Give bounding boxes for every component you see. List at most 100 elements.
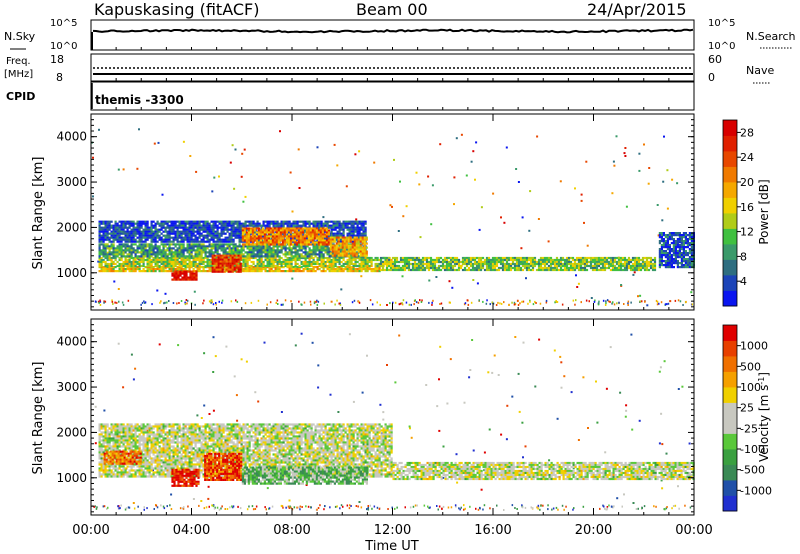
echo-cell xyxy=(565,268,569,272)
echo-cell xyxy=(315,241,318,244)
echo-cell xyxy=(309,237,312,240)
echo-cell xyxy=(335,252,338,255)
echo-cell xyxy=(517,266,521,270)
echo-cell xyxy=(160,226,163,229)
echo-cell xyxy=(313,233,316,236)
echo-cell xyxy=(290,258,293,262)
echo-cell xyxy=(184,238,187,241)
echo-cell xyxy=(393,264,397,268)
echo-cell xyxy=(237,258,240,261)
echo-cell xyxy=(370,258,373,262)
echo-cell xyxy=(142,243,145,246)
echo-cell xyxy=(214,220,217,223)
echo-cell xyxy=(571,268,575,272)
echo-cell xyxy=(344,260,347,264)
echo-cell xyxy=(192,240,195,243)
echo-cell xyxy=(148,247,151,250)
echo-cell xyxy=(189,274,192,277)
echo-cell xyxy=(208,222,211,225)
echo-cell xyxy=(267,233,270,236)
echo-cell xyxy=(134,234,137,237)
echo-cell xyxy=(489,266,493,270)
range-gate-speck xyxy=(486,299,488,302)
echo-cell xyxy=(465,258,469,262)
echo-cell xyxy=(575,266,579,270)
echo-cell xyxy=(189,278,192,281)
echo-cell xyxy=(173,272,176,275)
echo-cell xyxy=(337,246,340,249)
echo-cell xyxy=(259,243,262,246)
echo-cell xyxy=(272,270,275,273)
echo-cell xyxy=(186,256,189,260)
echo-cell xyxy=(266,243,269,246)
echo-cell xyxy=(240,228,243,231)
echo-cell xyxy=(104,260,107,264)
echo-cell xyxy=(178,236,181,239)
echo-cell xyxy=(280,224,283,227)
echo-cell xyxy=(112,226,115,229)
echo-cell xyxy=(241,231,244,234)
echo-cell xyxy=(210,228,213,231)
echo-cell xyxy=(114,228,117,231)
echo-cell xyxy=(359,244,362,247)
range-gate-speck xyxy=(127,299,130,302)
echo-cell xyxy=(309,227,312,230)
echo-cell xyxy=(346,262,349,266)
echo-cell xyxy=(374,268,377,271)
echo-cell xyxy=(362,228,365,231)
echo-cell xyxy=(230,251,233,254)
echo-cell xyxy=(261,237,264,240)
echo-cell xyxy=(148,232,151,235)
echo-cell xyxy=(208,251,211,254)
echo-cell xyxy=(236,232,239,235)
echo-cell xyxy=(322,258,325,262)
echo-cell xyxy=(274,256,277,260)
echo-cell xyxy=(286,220,289,223)
echo-cell xyxy=(360,262,363,266)
echo-cell xyxy=(238,238,241,241)
echo-cell xyxy=(551,258,555,262)
range-gate-speck xyxy=(588,300,590,303)
echo-cell xyxy=(154,256,157,260)
echo-cell xyxy=(206,236,209,239)
echo-cell xyxy=(340,222,343,225)
range-gate-speck xyxy=(489,303,491,306)
echo-cell xyxy=(100,230,103,233)
echo-cell xyxy=(557,260,561,264)
echo-cell xyxy=(503,264,507,268)
echo-cell xyxy=(98,247,101,250)
echo-cell xyxy=(215,260,218,263)
echo-cell xyxy=(312,243,315,246)
echo-cell xyxy=(190,245,193,248)
echo-cell xyxy=(170,243,173,246)
echo-cell xyxy=(296,245,299,248)
echo-cell xyxy=(288,222,291,225)
echo-cell xyxy=(239,270,242,273)
range-gate-speck xyxy=(491,301,494,304)
echo-cell xyxy=(295,227,298,230)
echo-cell xyxy=(312,222,315,225)
echo-cell xyxy=(501,260,505,264)
echo-cell xyxy=(217,258,220,261)
echo-cell xyxy=(295,241,298,244)
echo-cell xyxy=(267,235,270,238)
echo-cell xyxy=(219,268,222,271)
echo-cell xyxy=(443,258,447,262)
echo-cell xyxy=(353,254,356,257)
range-gate-speck xyxy=(613,303,616,306)
echo-cell xyxy=(238,243,241,246)
echo-cell xyxy=(162,222,165,225)
echo-cell xyxy=(543,262,547,266)
echo-cell xyxy=(266,262,269,266)
echo-cell xyxy=(571,264,575,268)
echo-cell xyxy=(200,240,203,243)
echo-cell xyxy=(194,224,197,227)
echo-cell xyxy=(585,262,589,266)
echo-cell xyxy=(152,220,155,223)
echo-cell xyxy=(515,262,519,266)
echo-cell xyxy=(246,253,249,256)
echo-cell xyxy=(168,260,171,264)
echo-cell xyxy=(294,224,297,227)
echo-cell xyxy=(132,220,135,223)
echo-cell xyxy=(423,256,427,260)
